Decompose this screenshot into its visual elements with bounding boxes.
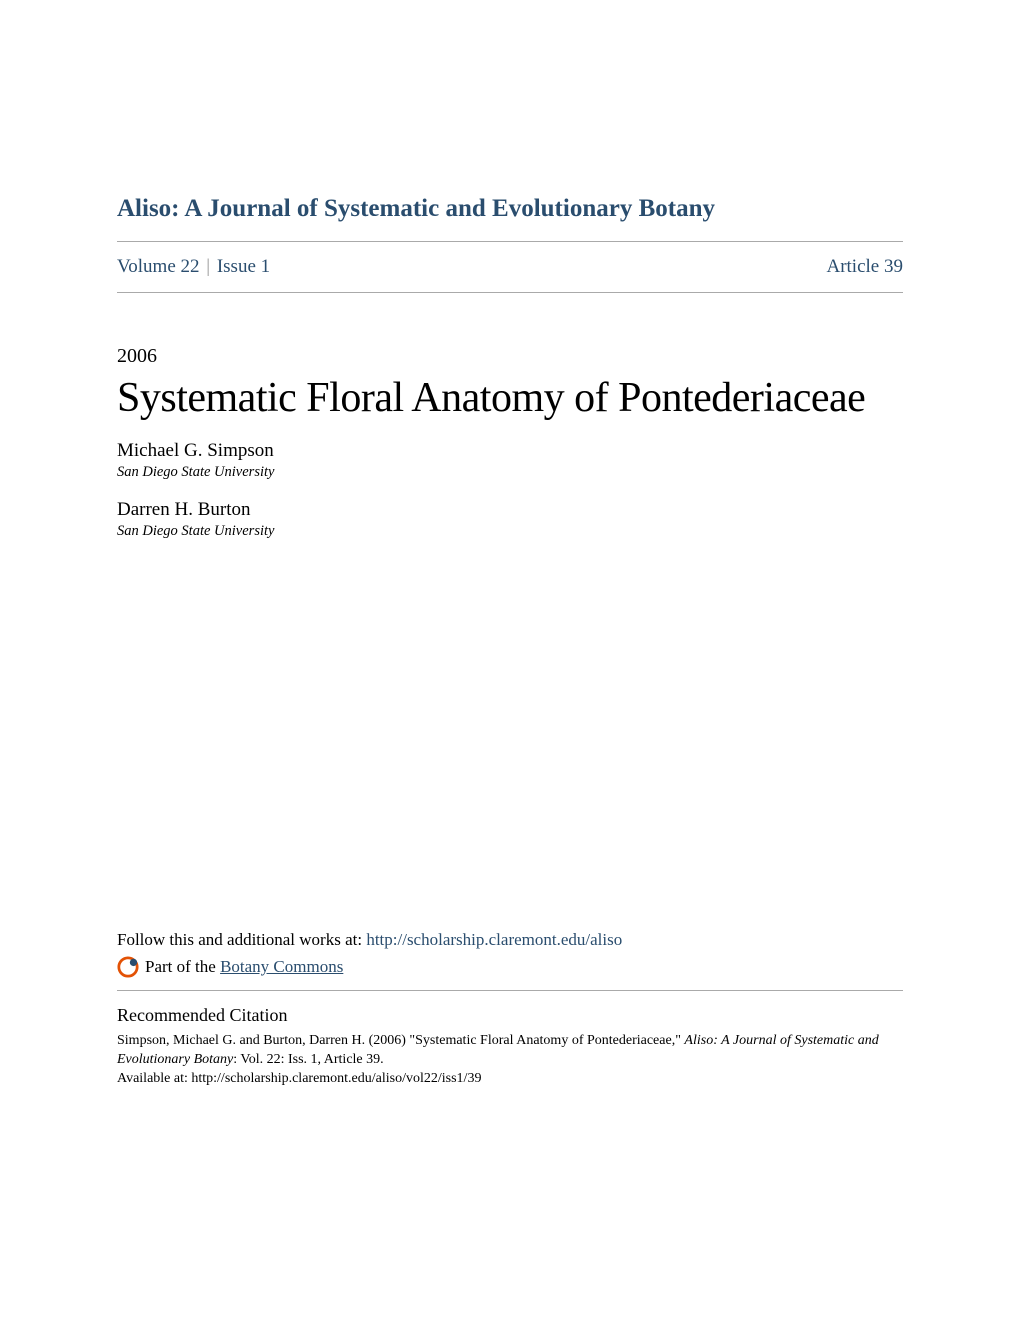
author-block-2: Darren H. Burton San Diego State Univers… (117, 499, 903, 540)
volume-link[interactable]: Volume 22 (117, 256, 200, 277)
divider-bottom (117, 292, 903, 293)
pipe-separator: | (206, 256, 215, 277)
volume-issue-row: Volume 22 | Issue 1 Article 39 (117, 242, 903, 292)
article-number-link[interactable]: Article 39 (826, 256, 903, 278)
author-name: Darren H. Burton (117, 499, 903, 521)
follow-prefix: Follow this and additional works at: (117, 930, 366, 949)
author-affiliation: San Diego State University (117, 523, 903, 540)
follow-section: Follow this and additional works at: htt… (117, 930, 903, 978)
available-prefix: Available at: (117, 1071, 191, 1086)
citation-part-1: Simpson, Michael G. and Burton, Darren H… (117, 1033, 684, 1048)
publication-year: 2006 (117, 345, 903, 368)
article-title: Systematic Floral Anatomy of Pontederiac… (117, 374, 903, 422)
citation-heading: Recommended Citation (117, 1005, 903, 1026)
network-icon[interactable] (117, 956, 139, 978)
journal-title[interactable]: Aliso: A Journal of Systematic and Evolu… (117, 195, 903, 223)
issue-link[interactable]: Issue 1 (217, 256, 270, 277)
available-at: Available at: http://scholarship.claremo… (117, 1071, 903, 1087)
citation-part-3: : Vol. 22: Iss. 1, Article 39. (233, 1052, 383, 1067)
part-of-prefix: Part of the (145, 957, 216, 977)
part-of-row: Part of the Botany Commons (117, 956, 903, 978)
divider-citation (117, 990, 903, 991)
botany-commons-link[interactable]: Botany Commons (220, 957, 343, 977)
follow-text: Follow this and additional works at: htt… (117, 930, 903, 950)
author-block-1: Michael G. Simpson San Diego State Unive… (117, 440, 903, 481)
author-name: Michael G. Simpson (117, 440, 903, 462)
citation-section: Recommended Citation Simpson, Michael G.… (117, 1005, 903, 1087)
follow-link[interactable]: http://scholarship.claremont.edu/aliso (366, 930, 622, 949)
author-affiliation: San Diego State University (117, 464, 903, 481)
volume-issue-group: Volume 22 | Issue 1 (117, 256, 270, 278)
available-url: http://scholarship.claremont.edu/aliso/v… (191, 1071, 481, 1086)
citation-text: Simpson, Michael G. and Burton, Darren H… (117, 1032, 903, 1070)
